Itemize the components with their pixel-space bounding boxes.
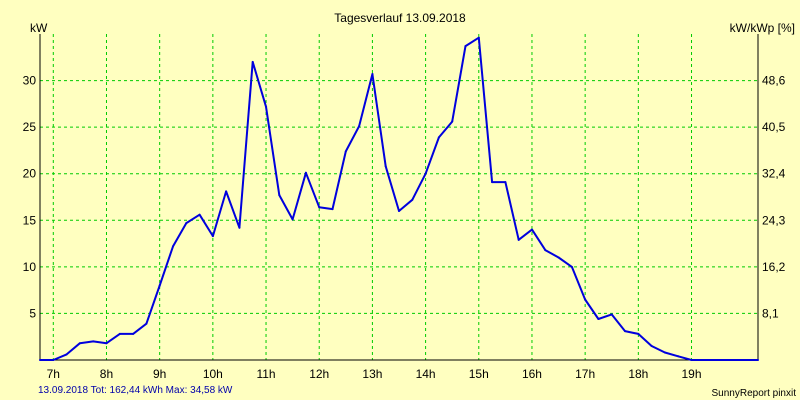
data-point [39,359,41,361]
data-point [318,206,321,209]
axes [39,34,759,361]
y-axis-left-label: kW [30,21,48,35]
data-point [557,256,560,259]
data-point [145,322,148,325]
data-point [757,359,759,361]
y-tick-label-right: 40,5 [762,120,786,134]
x-tick-label: 17h [575,367,595,381]
data-point [663,351,666,354]
data-point [92,340,95,343]
data-point [171,245,174,248]
x-tick-label: 16h [522,367,542,381]
chart-title: Tagesverlauf 13.09.2018 [334,11,466,25]
data-point [517,238,520,241]
data-point [118,332,121,335]
data-point [358,125,361,128]
footer-brand: SunnyReport pinxit [712,388,797,399]
y-tick-label-left: 25 [23,120,37,134]
y-tick-label-right: 16,2 [762,260,786,274]
x-tick-label: 12h [309,367,329,381]
data-point [451,120,454,123]
data-point [637,332,640,335]
data-point [185,222,188,225]
data-point [717,359,720,361]
data-point [105,342,108,345]
data-point [225,190,228,193]
data-point [650,345,653,348]
x-tick-label: 7h [47,367,60,381]
data-point [278,194,281,197]
data-point [504,181,507,184]
y-tick-label-right: 32,4 [762,167,786,181]
x-tick-label: 19h [682,367,702,381]
data-point [690,359,693,361]
data-point [570,265,573,268]
data-point [597,318,600,321]
data-point [411,198,414,201]
data-point [65,353,68,356]
y-tick-label-left: 30 [23,74,37,88]
data-point [398,209,400,212]
x-tick-label: 14h [416,367,436,381]
data-point [624,330,627,333]
y-tick-label-right: 8,1 [762,306,779,320]
grid [40,34,758,360]
data-point [384,165,387,168]
data-point [331,208,334,211]
y-tick-label-right: 48,6 [762,74,786,88]
data-point [265,105,268,108]
y-axis-right-label: kW/kWp [%] [730,21,795,35]
x-tick-label: 13h [362,367,382,381]
data-point [52,359,55,361]
series-line-leistung [40,36,758,361]
data-point [158,284,161,287]
data-point [584,298,587,301]
data-point [703,359,706,361]
data-point [730,359,733,361]
data-point [344,150,347,153]
x-tick-label: 9h [153,367,166,381]
data-point [491,181,494,184]
x-tick-label: 18h [628,367,648,381]
data-point [304,171,307,174]
data-point [132,332,135,335]
x-tick-label: 10h [203,367,223,381]
data-point [477,36,480,39]
y-tick-label-left: 20 [23,167,37,181]
y-tick-label-right: 24,3 [762,213,786,227]
data-point [198,213,201,216]
data-point [211,235,214,238]
data-point [677,355,680,358]
data-point [610,313,613,316]
data-point [238,226,241,229]
data-point [424,172,427,175]
series [39,36,759,361]
data-point [291,218,294,221]
data-point [78,342,81,345]
data-point [743,359,746,361]
data-point [530,228,533,231]
y-tick-label-left: 15 [23,213,37,227]
footer-summary: 13.09.2018 Tot: 162,44 kWh Max: 34,58 kW [38,385,233,396]
data-point [251,60,254,63]
y-tick-label-left: 5 [29,306,36,320]
x-tick-label: 15h [469,367,489,381]
data-point [437,136,440,139]
data-point [544,249,547,252]
x-tick-label: 8h [100,367,113,381]
data-point [371,73,374,76]
x-tick-label: 11h [256,367,275,381]
tick-labels: 7h 8h 9h 10h 11h 12h 13h 14h 15h 16h 17h 18h 19h 5 10 1… [23,74,786,381]
data-point [464,45,467,48]
y-tick-label-left: 10 [23,260,37,274]
